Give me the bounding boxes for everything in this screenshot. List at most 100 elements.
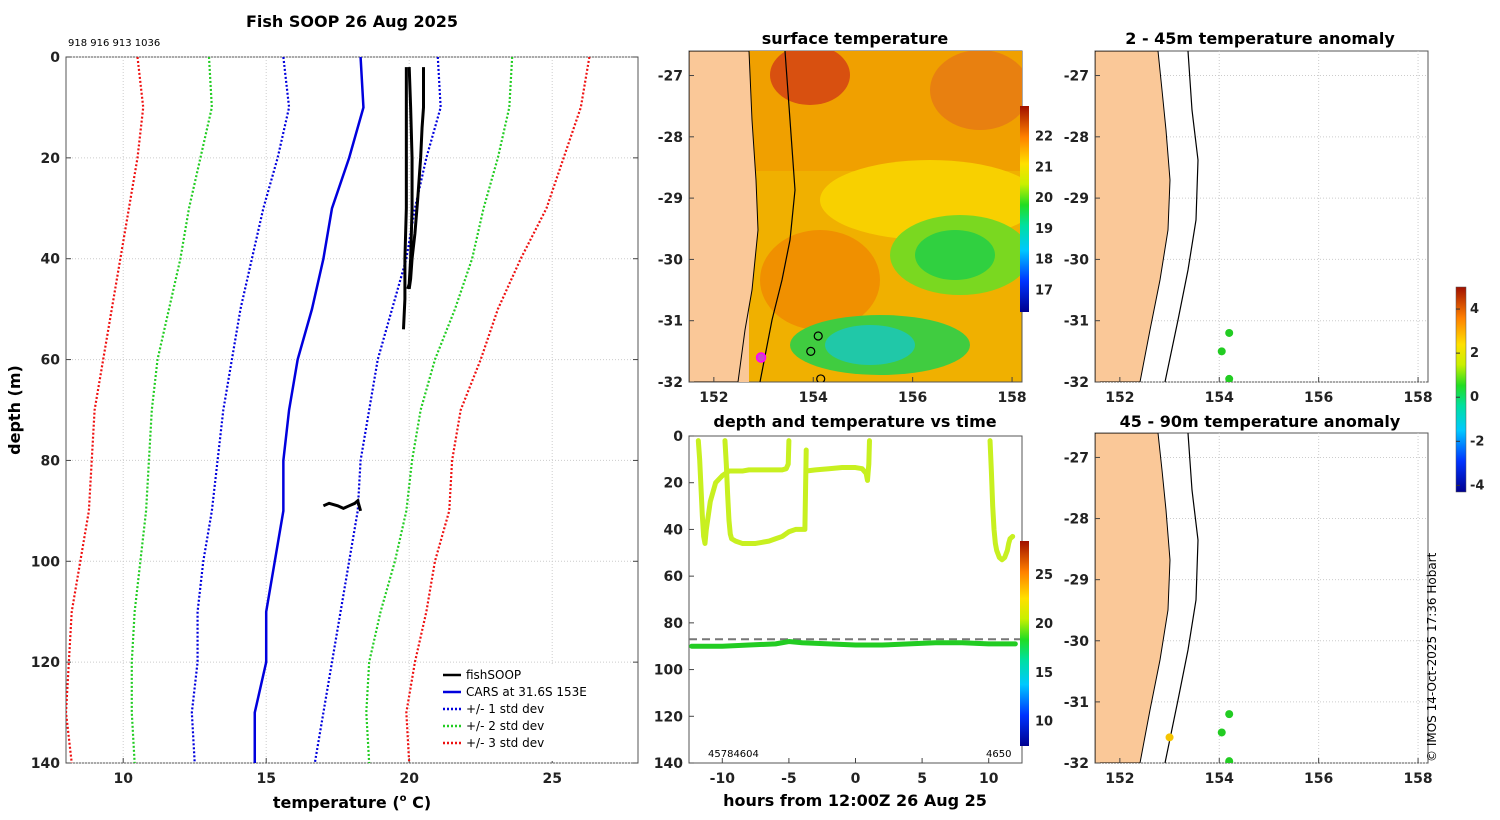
sst-orange-east bbox=[930, 51, 1022, 130]
anom1-point bbox=[1225, 328, 1234, 337]
anom1-yticks: -27 -28 -29 -30 -31 -32 bbox=[1064, 69, 1100, 391]
ts-cb-label: 20 bbox=[1035, 617, 1053, 632]
ts-xticks: -10 -5 0 5 10 bbox=[710, 758, 999, 787]
ts-cb-label: 25 bbox=[1035, 568, 1053, 583]
legend-fishsoop: fishSOOP bbox=[466, 668, 521, 682]
profile-series bbox=[66, 57, 591, 763]
map-ytick-label: -31 bbox=[1064, 314, 1089, 330]
profile-xlabel: temperature (o C) bbox=[273, 793, 431, 812]
anom2-land bbox=[1095, 433, 1171, 763]
ytick-label: 120 bbox=[31, 655, 60, 671]
ts-axes bbox=[688, 435, 1023, 764]
anom2-title: 45 - 90m temperature anomaly bbox=[1120, 412, 1401, 431]
xtick-label: 15 bbox=[256, 771, 275, 787]
series--3-std bbox=[66, 57, 145, 763]
ts-ytick-label: 20 bbox=[664, 476, 684, 492]
map-xtick-label: 154 bbox=[1205, 390, 1234, 406]
fishsoop-cast-0 bbox=[401, 67, 408, 330]
ytick-label: 40 bbox=[41, 252, 61, 268]
series-cars-at-31-6s-153e bbox=[253, 57, 365, 763]
anom2-yticks: -27 -28 -29 -30 -31 -32 bbox=[1064, 450, 1100, 772]
sst-cb-label: 18 bbox=[1035, 253, 1053, 268]
anom1-xticks: 152 154 156 158 bbox=[1105, 377, 1433, 406]
map-xtick-label: 152 bbox=[1105, 771, 1134, 787]
map-xtick-label: 158 bbox=[1403, 771, 1432, 787]
anom-cb-label: -4 bbox=[1470, 478, 1484, 493]
anom2-map bbox=[1095, 433, 1234, 763]
ts-xtick-label: 0 bbox=[851, 771, 861, 787]
ts-annot-right: 4650 bbox=[986, 749, 1011, 760]
anom2-point bbox=[1225, 710, 1234, 719]
map-ytick-label: -28 bbox=[658, 130, 683, 146]
map-ytick-label: -30 bbox=[658, 252, 684, 268]
map-ytick-label: -29 bbox=[658, 191, 683, 207]
ts-trace-0 bbox=[695, 438, 792, 546]
ts-colorbar bbox=[1020, 541, 1029, 746]
series--1-std bbox=[190, 57, 291, 763]
sst-cb-label: 19 bbox=[1035, 222, 1053, 237]
ts-xtick-label: -10 bbox=[710, 771, 736, 787]
ytick-label: 80 bbox=[41, 453, 61, 469]
sst-title: surface temperature bbox=[762, 29, 949, 48]
sst-colorbar bbox=[1020, 106, 1029, 312]
sst-station-point bbox=[816, 374, 826, 382]
map-xtick-label: 156 bbox=[1304, 390, 1333, 406]
ts-ytick-label: 140 bbox=[654, 756, 683, 772]
ts-ytick-label: 100 bbox=[654, 663, 683, 679]
anom2-points bbox=[1165, 710, 1234, 763]
map-ytick-label: -31 bbox=[1064, 695, 1089, 711]
anom2-shelf bbox=[1164, 433, 1199, 763]
legend-std1: +/- 1 std dev bbox=[466, 702, 544, 716]
map-xtick-label: 152 bbox=[1105, 390, 1134, 406]
ts-trace-4 bbox=[689, 639, 1018, 649]
ts-panel: depth and temperature vs time 45784604 4… bbox=[654, 412, 1053, 810]
legend-std3: +/- 3 std dev bbox=[466, 736, 544, 750]
ts-ytick-label: 80 bbox=[664, 616, 684, 632]
ts-ytick-label: 0 bbox=[673, 429, 683, 445]
ytick-label: 60 bbox=[41, 353, 61, 369]
sst-points bbox=[755, 331, 826, 382]
profile-casts bbox=[322, 67, 425, 512]
anom-cb-label: 2 bbox=[1470, 346, 1479, 361]
profile-axes bbox=[65, 56, 639, 764]
ts-title: depth and temperature vs time bbox=[713, 412, 996, 431]
series--3-std bbox=[405, 57, 591, 763]
ts-xlabel: hours from 12:00Z 26 Aug 25 bbox=[723, 791, 987, 810]
ts-xtick-label: 5 bbox=[917, 771, 927, 787]
sst-cb-label: 22 bbox=[1035, 130, 1053, 145]
anom2-panel: 45 - 90m temperature anomaly 152 154 156 15… bbox=[1064, 412, 1433, 787]
sst-station-point bbox=[806, 346, 816, 356]
sst-yticks: -27 -28 -29 -30 -31 -32 bbox=[658, 69, 694, 391]
map-ytick-label: -32 bbox=[1064, 375, 1089, 391]
anom1-panel: 2 - 45m temperature anomaly 152 154 156 158… bbox=[1064, 29, 1433, 406]
map-ytick-label: -32 bbox=[658, 375, 683, 391]
map-xtick-label: 158 bbox=[1403, 390, 1432, 406]
anom-colorbar-ticks: 4 2 0 -2 -4 bbox=[1456, 302, 1484, 493]
xtick-label: 20 bbox=[399, 771, 419, 787]
map-xtick-label: 154 bbox=[799, 390, 828, 406]
xlabel-sup: o bbox=[400, 793, 407, 804]
profile-xticks: 10 15 20 25 bbox=[113, 758, 562, 787]
anom-cb-label: -2 bbox=[1470, 434, 1484, 449]
ts-trace-3 bbox=[987, 438, 1016, 563]
ts-ytick-label: 60 bbox=[664, 569, 684, 585]
map-ytick-label: -29 bbox=[1064, 573, 1089, 589]
anom1-shelf bbox=[1164, 51, 1199, 382]
anom-cb-label: 0 bbox=[1470, 390, 1479, 405]
anom1-land bbox=[1095, 51, 1171, 382]
copyright: © IMOS 14-Oct-2025 17:36 Hobart bbox=[1425, 552, 1439, 762]
anom2-point bbox=[1217, 728, 1226, 737]
map-ytick-label: -32 bbox=[1064, 756, 1089, 772]
anom-colorbar bbox=[1455, 286, 1467, 493]
anom1-point bbox=[1225, 374, 1234, 382]
sst-current-point bbox=[755, 352, 767, 363]
ts-xtick-label: 10 bbox=[979, 771, 999, 787]
legend-cars: CARS at 31.6S 153E bbox=[466, 685, 587, 699]
series--1-std bbox=[313, 57, 442, 763]
ytick-label: 140 bbox=[31, 756, 60, 772]
ytick-label: 100 bbox=[31, 554, 60, 570]
anom2-xticks: 152 154 156 158 bbox=[1105, 758, 1433, 787]
map-xtick-label: 152 bbox=[699, 390, 728, 406]
fishsoop-cast-2 bbox=[407, 67, 425, 290]
anom1-points bbox=[1217, 328, 1234, 382]
